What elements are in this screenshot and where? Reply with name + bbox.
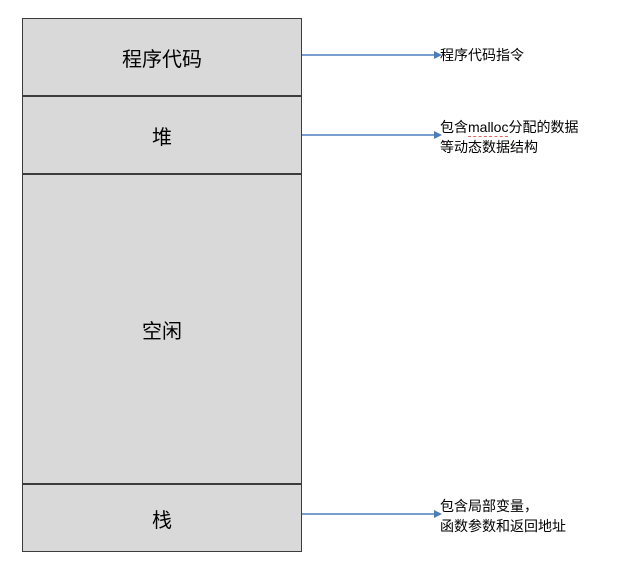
region-stack: 栈 <box>22 484 302 552</box>
region-heap-label: 堆 <box>152 121 172 150</box>
stack-ann-line2: 函数参数和返回地址 <box>440 517 566 537</box>
stack-ann-line1: 包含局部变量， <box>440 497 566 517</box>
stack-ann: 包含局部变量，函数参数和返回地址 <box>440 497 566 536</box>
code-ann-arrow <box>302 43 442 67</box>
heap-ann-arrow <box>302 123 442 147</box>
code-ann-line1: 程序代码指令 <box>440 46 524 66</box>
stack-ann-arrow <box>302 502 442 526</box>
heap-ann-line1: 包含malloc分配的数据 <box>440 118 578 138</box>
region-code: 程序代码 <box>22 18 302 96</box>
heap-ann-line2: 等动态数据结构 <box>440 138 578 158</box>
code-ann: 程序代码指令 <box>440 46 524 66</box>
heap-ann: 包含malloc分配的数据等动态数据结构 <box>440 118 578 157</box>
memory-layout-diagram: 程序代码堆空闲栈程序代码指令包含malloc分配的数据等动态数据结构包含局部变量… <box>0 0 634 565</box>
heap-ann-keyword: malloc <box>468 119 508 137</box>
region-free: 空闲 <box>22 174 302 484</box>
region-stack-label: 栈 <box>152 504 172 533</box>
region-free-label: 空闲 <box>142 315 182 344</box>
region-code-label: 程序代码 <box>122 43 202 72</box>
region-heap: 堆 <box>22 96 302 174</box>
